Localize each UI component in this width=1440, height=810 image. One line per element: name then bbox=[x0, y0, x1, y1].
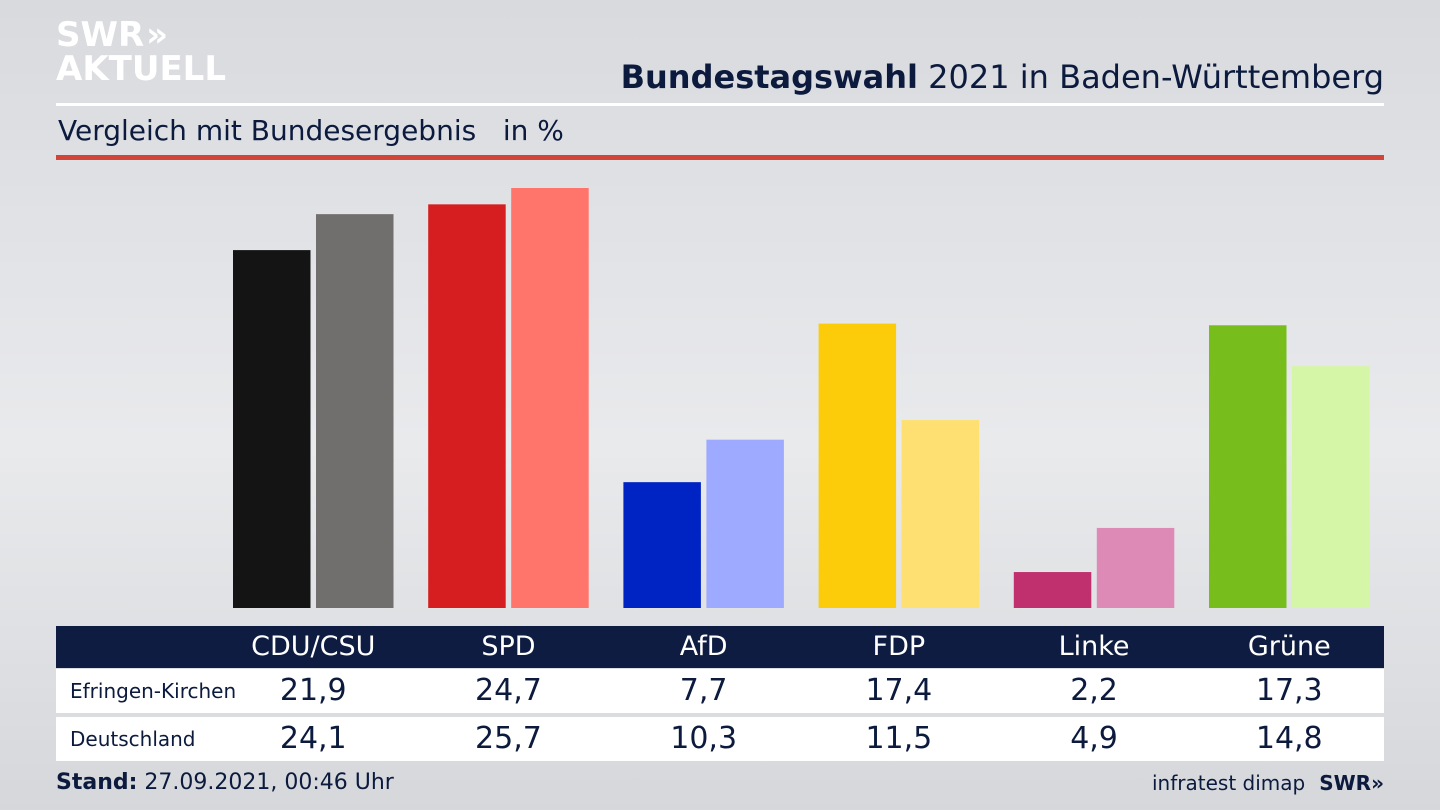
bar-cdu-csu-series-2 bbox=[316, 214, 394, 608]
bar-fdp-series-1 bbox=[818, 323, 897, 608]
bar-afd-series-2 bbox=[706, 439, 784, 608]
chart-subtitle: Vergleich mit Bundesergebnis in % bbox=[58, 114, 564, 147]
bar-afd-series-1 bbox=[623, 482, 701, 608]
category-label: AfD bbox=[679, 631, 728, 662]
value-cell: 7,7 bbox=[679, 673, 728, 708]
value-cell: 25,7 bbox=[475, 721, 542, 756]
bar-gr-ne-series-2 bbox=[1292, 366, 1370, 608]
logo-swr-text: SWR bbox=[56, 15, 145, 55]
timestamp: Stand: 27.09.2021, 00:46 Uhr bbox=[56, 770, 394, 795]
bar-spd-series-1 bbox=[428, 204, 506, 608]
category-label: Linke bbox=[1058, 631, 1130, 662]
table-row: Deutschland 24,1 25,7 10,3 11,5 4,9 14,8 bbox=[56, 717, 1384, 761]
table-header: CDU/CSU SPD AfD FDP Linke Grüne bbox=[56, 626, 1384, 668]
category-label: FDP bbox=[872, 631, 926, 662]
source-label: infratest dimap bbox=[1152, 771, 1306, 795]
bar-spd-series-2 bbox=[511, 188, 589, 608]
value-cell: 21,9 bbox=[279, 673, 347, 708]
value-cell: 17,3 bbox=[1255, 673, 1323, 708]
swr-aktuell-logo: SWR» AKTUELL bbox=[56, 18, 226, 86]
value-cell: 10,3 bbox=[670, 721, 738, 756]
bar-fdp-series-2 bbox=[901, 420, 980, 608]
logo-aktuell-text: AKTUELL bbox=[56, 49, 227, 89]
stand-value: 27.09.2021, 00:46 Uhr bbox=[137, 770, 394, 795]
bar-linke-series-2 bbox=[1096, 527, 1175, 608]
footer-credits: infratest dimap SWR» bbox=[1152, 771, 1384, 795]
value-cell: 24,1 bbox=[279, 721, 347, 756]
category-label: SPD bbox=[481, 631, 536, 662]
table-row: Efringen-Kirchen 21,9 24,7 7,7 17,4 2,2 17,3 bbox=[56, 669, 1384, 713]
value-cell: 11,5 bbox=[865, 721, 933, 756]
category-label: Grüne bbox=[1247, 631, 1331, 662]
swr-footer-logo: SWR» bbox=[1319, 771, 1384, 795]
category-label: CDU/CSU bbox=[251, 631, 376, 662]
stand-label: Stand: bbox=[56, 770, 138, 795]
value-cell: 17,4 bbox=[865, 673, 933, 708]
page-title: Bundestagswahl 2021 in Baden-Württemberg bbox=[621, 58, 1384, 96]
bar-linke-series-1 bbox=[1013, 572, 1092, 608]
subtitle-divider bbox=[56, 155, 1384, 160]
title-bold: Bundestagswahl bbox=[620, 58, 918, 96]
bar-chart bbox=[233, 188, 1370, 608]
bar-cdu-csu-series-1 bbox=[233, 250, 311, 608]
bar-gr-ne-series-1 bbox=[1209, 325, 1287, 608]
row-label: Deutschland bbox=[70, 727, 196, 751]
title-divider bbox=[56, 103, 1384, 106]
row-label: Efringen-Kirchen bbox=[70, 679, 237, 703]
value-cell: 4,9 bbox=[1070, 721, 1118, 756]
value-cell: 2,2 bbox=[1070, 673, 1118, 708]
title-rest: 2021 in Baden-Württemberg bbox=[917, 58, 1384, 96]
value-cell: 24,7 bbox=[475, 673, 542, 708]
value-cell: 14,8 bbox=[1255, 721, 1323, 756]
